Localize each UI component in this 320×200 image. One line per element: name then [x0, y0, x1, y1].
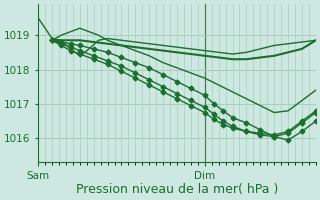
X-axis label: Pression niveau de la mer( hPa ): Pression niveau de la mer( hPa ) [76, 183, 278, 196]
